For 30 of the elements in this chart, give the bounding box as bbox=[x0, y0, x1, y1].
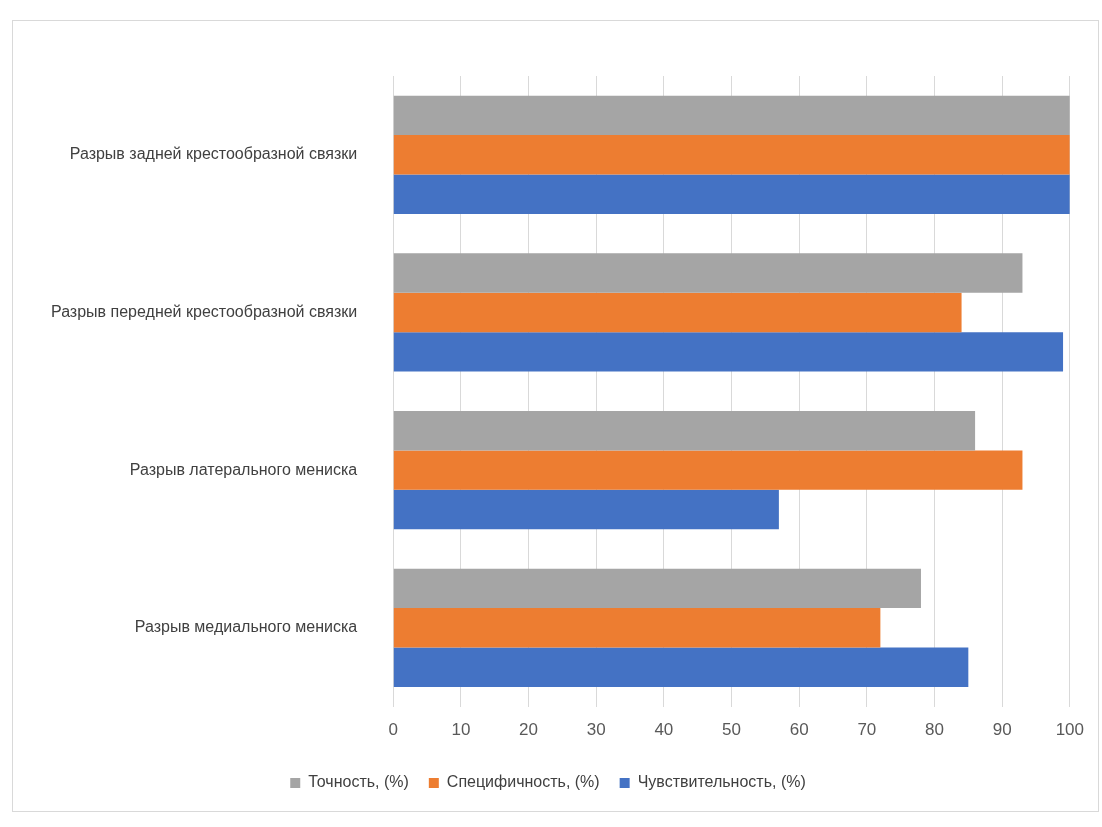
bar bbox=[393, 647, 969, 687]
bar bbox=[393, 608, 881, 648]
x-tick-label: 90 bbox=[992, 720, 1012, 740]
bar bbox=[393, 174, 1070, 214]
legend-label: Чувствительность, (%) bbox=[637, 773, 806, 791]
x-tick-label: 60 bbox=[789, 720, 809, 740]
x-tick-label: 10 bbox=[451, 720, 471, 740]
bar bbox=[393, 332, 1064, 372]
bar bbox=[393, 292, 962, 333]
x-tick-label: 80 bbox=[925, 720, 944, 740]
x-tick-label: 70 bbox=[857, 720, 877, 740]
bar bbox=[393, 489, 779, 530]
legend-label: Специфичность, (%) bbox=[446, 773, 600, 791]
bar bbox=[393, 135, 1070, 175]
legend-label: Точность, (%) bbox=[308, 773, 409, 791]
bar bbox=[393, 95, 1070, 136]
bar bbox=[393, 253, 1023, 293]
bar bbox=[393, 568, 921, 609]
y-tick-label: Разрыв латерального мениска bbox=[129, 460, 358, 478]
x-tick-label: 50 bbox=[722, 720, 741, 740]
y-tick-label: Разрыв передней крестообразной связки bbox=[51, 302, 358, 320]
x-tick-label: 20 bbox=[519, 720, 539, 740]
bar bbox=[393, 450, 1023, 490]
x-tick-label: 40 bbox=[654, 720, 674, 740]
y-tick-label: Разрыв задней крестообразной связки bbox=[69, 145, 358, 163]
bar bbox=[393, 411, 976, 451]
x-tick-label: 100 bbox=[1055, 720, 1085, 740]
y-tick-label: Разрыв медиального мениска bbox=[134, 618, 358, 636]
x-tick-label: 0 bbox=[388, 720, 398, 740]
x-tick-label: 30 bbox=[586, 720, 606, 740]
